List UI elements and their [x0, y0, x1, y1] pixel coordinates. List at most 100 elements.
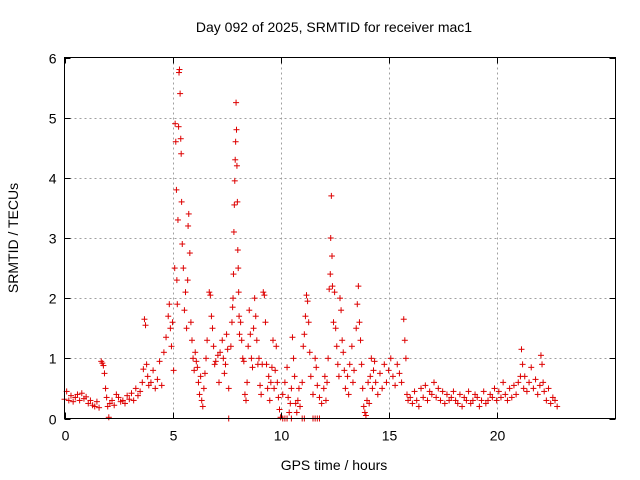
data-point [543, 397, 550, 404]
y-tick-labels: 0 1 2 3 4 5 6 [49, 51, 57, 428]
data-point [185, 222, 192, 229]
data-point [199, 403, 206, 410]
data-point [268, 364, 275, 371]
data-point [502, 391, 509, 398]
data-point [467, 400, 474, 407]
y-tick-label: 5 [49, 111, 57, 127]
data-point [327, 235, 334, 241]
data-point [230, 228, 237, 235]
data-point [537, 352, 544, 359]
data-point [87, 397, 94, 404]
data-point [357, 337, 364, 344]
data-point [185, 210, 192, 217]
data-point [428, 391, 435, 398]
y-axis-title: SRMTID / TECUs [5, 183, 21, 293]
data-point [504, 397, 511, 404]
data-point [508, 394, 515, 401]
data-point [322, 397, 329, 404]
data-points [61, 66, 561, 422]
data-point [212, 358, 219, 365]
data-point [359, 385, 366, 392]
data-point [313, 364, 320, 371]
data-point [439, 388, 446, 395]
data-point [113, 391, 120, 398]
data-point [513, 391, 520, 398]
data-point [430, 379, 437, 386]
data-point [389, 373, 396, 380]
data-point [78, 390, 85, 397]
data-point [365, 379, 372, 386]
data-point [287, 400, 294, 407]
data-point [255, 355, 262, 362]
data-point [400, 316, 407, 323]
data-point [195, 379, 202, 386]
data-point [109, 397, 116, 404]
data-point [184, 277, 191, 284]
data-point [424, 397, 431, 404]
data-point [168, 343, 175, 350]
data-point [337, 295, 343, 302]
data-point [72, 394, 79, 401]
data-point [318, 400, 325, 407]
data-point [295, 385, 302, 392]
data-point [192, 349, 199, 356]
data-point [345, 391, 352, 398]
data-point [549, 394, 556, 401]
data-point [506, 385, 513, 392]
data-point [482, 400, 489, 407]
data-point [142, 322, 149, 329]
data-point [476, 403, 483, 410]
data-point [291, 373, 298, 380]
data-point [446, 397, 453, 404]
data-point [74, 391, 81, 398]
data-point [281, 379, 288, 386]
data-point [452, 397, 459, 404]
data-point [222, 361, 229, 368]
data-point [85, 400, 92, 407]
data-point [286, 409, 293, 416]
data-point [348, 343, 355, 350]
data-point [111, 402, 118, 409]
data-point [176, 66, 183, 73]
data-point [349, 379, 356, 386]
data-point [385, 367, 392, 374]
data-point [435, 385, 442, 392]
data-point [274, 379, 281, 386]
data-point [309, 391, 316, 398]
data-point [145, 382, 152, 389]
data-point [381, 361, 388, 368]
data-point [171, 265, 178, 272]
data-point [302, 313, 309, 320]
data-point [233, 126, 240, 133]
data-point [96, 404, 103, 411]
data-point [327, 271, 334, 278]
data-point [252, 313, 259, 320]
data-point [267, 379, 274, 386]
data-point [518, 346, 525, 353]
data-point [316, 394, 323, 401]
data-point [236, 313, 243, 320]
data-point [379, 385, 386, 392]
data-point [104, 403, 111, 410]
data-point [541, 388, 548, 395]
data-point [219, 337, 226, 344]
data-point [67, 392, 74, 399]
data-point [105, 414, 112, 421]
data-point [288, 385, 295, 392]
data-point [326, 286, 333, 293]
data-point [469, 397, 476, 404]
data-point [174, 216, 181, 223]
data-point [551, 397, 558, 404]
data-point [137, 388, 144, 395]
data-point [258, 391, 265, 398]
data-point [141, 316, 148, 323]
data-point [173, 186, 180, 193]
data-point [158, 382, 165, 389]
data-point [177, 90, 184, 97]
data-point [261, 292, 268, 299]
data-point [356, 319, 363, 326]
data-point [160, 349, 167, 356]
y-tick-label: 4 [49, 171, 57, 187]
data-point [163, 334, 170, 341]
data-point [361, 409, 368, 416]
